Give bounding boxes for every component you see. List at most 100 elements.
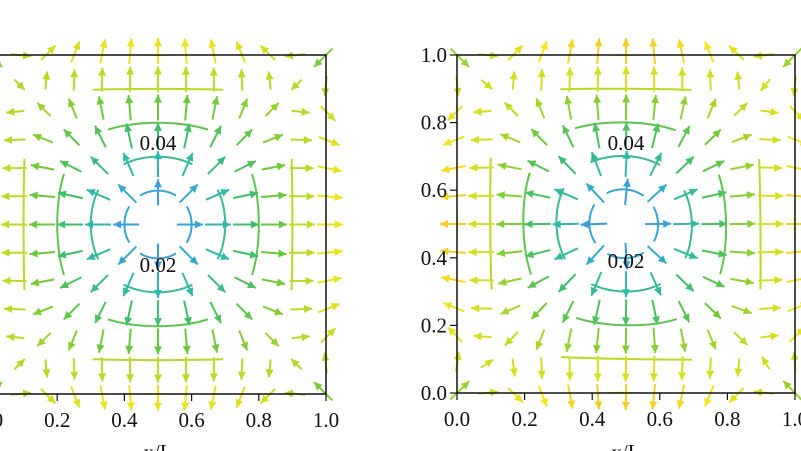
quiver-arrowhead [3,135,13,144]
quiver-arrowhead [1,220,10,229]
quiver-arrowhead [558,283,568,292]
quiver-arrowhead [2,164,11,173]
quiver-arrowhead [276,162,286,171]
quiver-arrowhead [265,369,274,378]
quiver-arrowhead [330,303,340,311]
quiver-arrowhead [278,191,287,200]
quiver-arrowhead [783,380,792,390]
quiver-arrowhead [189,256,198,265]
quiver-arrowhead [652,123,661,133]
quiver-arrowhead [653,286,662,296]
quiver-arrowhead [580,220,589,229]
quiver-arrowhead [622,94,631,103]
quiver-arrowhead [303,305,313,314]
quiver-arrowhead [540,397,548,407]
contour-line [522,121,728,327]
quiver-arrowhead [37,337,46,347]
x-tick-label: 0.8 [246,408,272,432]
quiver-arrowhead [63,311,73,320]
quiver-arrowhead [183,316,192,326]
quiver-arrowhead [621,317,630,326]
quiver-arrowhead [216,283,226,293]
quiver-arrowhead [745,277,754,286]
quiver-arrowhead [650,344,659,354]
quiver-arrowhead [775,219,784,228]
y-tick-label: 0.8 [421,111,447,135]
quiver-arrowhead [185,152,194,162]
x-axis-label: x/L [611,440,640,451]
quiver-arrowhead [558,156,567,165]
quiver-arrowhead [30,162,40,171]
quiver-arrowhead [747,219,756,228]
x-tick-label: 1.0 [782,407,801,431]
axes-frame [456,54,796,394]
quiver-arrowhead [774,163,783,172]
y-tick-label: 0.6 [421,178,447,202]
quiver-arrowhead [154,122,162,131]
quiver-arrowhead [535,98,544,108]
quiver-arrowhead [745,162,754,171]
quiver-arrowhead [306,192,315,201]
quiver-arrowhead [704,41,712,51]
quiver-arrowhead [208,39,217,49]
quiver-arrowhead [590,152,599,162]
quiver-arrowhead [249,190,259,199]
quiver-arrowhead [679,343,688,352]
quiver-arrowhead [649,401,658,410]
quiver-arrowhead [72,398,81,408]
quiver-arrowhead [594,401,603,410]
quiver-arrowhead [622,150,631,159]
quiver-arrowhead [783,58,792,68]
x-tick-label: 0.0 [444,407,470,431]
quiver-arrowhead [676,399,685,409]
quiver-arrowhead [90,283,100,293]
quiver-arrowhead [29,220,38,229]
quiver-arrowhead [586,183,595,193]
quiver-arrowhead [738,102,748,112]
quiver-arrowhead [734,71,743,81]
quiver-arrowhead [185,287,194,297]
quiver-arrowhead [440,247,449,256]
quiver-arrowhead [332,165,342,174]
quiver-arrowhead [306,220,315,229]
x-tick-label: 0.6 [647,407,673,431]
quiver-arrow [786,164,801,170]
x-tick-label: 0.0 [0,408,3,432]
quiver-arrowhead [496,220,505,229]
quiver-arrowhead [473,332,482,341]
quiver-arrowhead [622,261,631,270]
quiver-arrowhead [334,193,343,201]
quiver-arrowhead [1,248,10,257]
quiver-arrowhead [447,112,456,121]
quiver-arrowhead [213,314,221,324]
quiver-arrowhead [564,95,573,105]
quiver-arrows [0,38,343,411]
quiver-arrowhead [441,274,451,283]
quiver-arrowhead [496,191,505,200]
quiver-arrowhead [29,249,38,258]
y-tick-label: 0.4 [421,246,448,270]
quiver-arrowhead [189,184,198,193]
quiver-arrowhead [154,289,162,298]
quiver-arrowhead [562,313,570,323]
quiver-arrowhead [621,345,630,354]
quiver-arrowhead [246,280,256,288]
quiver-arrowhead [514,393,523,403]
quiver-arrowhead [274,307,283,316]
quiver-arrowhead [537,69,546,78]
quiver-arrowhead [562,125,570,135]
quiver-arrowhead [237,371,246,380]
quiver-arrowhead [291,358,300,368]
quiver-arrowhead [330,138,340,146]
quiver-arrowhead [729,393,738,403]
quiver-arrowhead [468,220,477,229]
quiver-arrowhead [504,337,514,346]
quiver-arrowhead [326,328,336,337]
quiver-arrowhead [270,337,279,347]
quiver-arrowhead [46,394,56,404]
quiver-arrowhead [60,161,70,169]
quiver-arrowhead [772,135,781,144]
quiver-arrowhead [70,69,79,78]
quiver-arrowhead [124,123,133,133]
quiver-arrowhead [469,276,478,285]
